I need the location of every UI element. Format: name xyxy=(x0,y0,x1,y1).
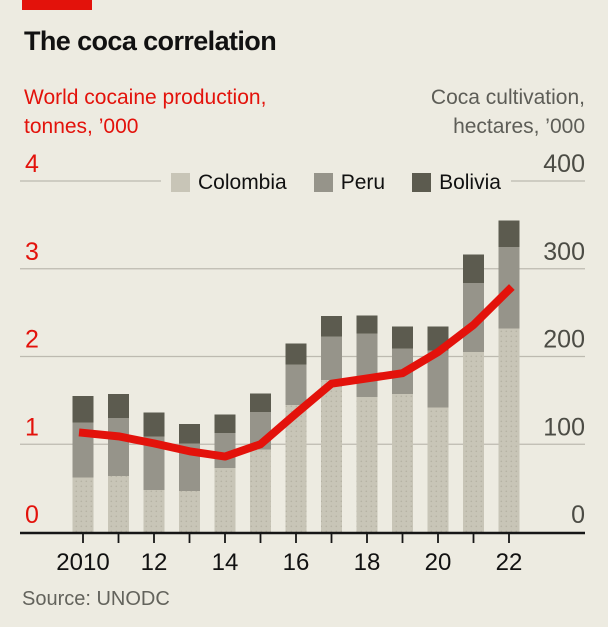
bar-segment-bolivia-2013 xyxy=(179,424,200,444)
left-axis-title-line2: tonnes, ’000 xyxy=(24,115,139,138)
x-label-16: 16 xyxy=(283,549,310,576)
right-axis-value-100: 100 xyxy=(543,413,585,441)
right-axis-value-400: 400 xyxy=(543,150,585,178)
bar-segment-colombia-2022 xyxy=(498,328,520,532)
bar-segment-peru-2020 xyxy=(427,350,449,408)
bar-segment-colombia-2019 xyxy=(392,394,413,532)
legend-label-peru: Peru xyxy=(340,170,386,194)
bar-segment-bolivia-2017 xyxy=(321,316,342,337)
source-note: Source: UNODC xyxy=(22,588,170,610)
legend-label-colombia: Colombia xyxy=(198,170,287,194)
left-axis-title-line1: World cocaine production, xyxy=(24,86,267,109)
legend-item-peru: Peru xyxy=(313,170,386,195)
bar-segment-bolivia-2014 xyxy=(214,414,236,433)
bar-segment-colombia-2016 xyxy=(285,404,307,532)
bar-segment-peru-2017 xyxy=(321,336,342,381)
x-label-20: 20 xyxy=(425,549,452,576)
bar-segment-bolivia-2011 xyxy=(108,394,129,418)
bar-segment-peru-2011 xyxy=(108,417,129,476)
right-axis-value-300: 300 xyxy=(543,238,585,266)
bar-segment-colombia-2021 xyxy=(463,352,484,532)
page-title: The coca correlation xyxy=(24,26,277,56)
x-label-18: 18 xyxy=(354,549,381,576)
bar-segment-colombia-2012 xyxy=(143,489,165,532)
x-label-14: 14 xyxy=(212,549,239,576)
legend-item-bolivia: Bolivia xyxy=(412,171,501,195)
left-axis-title: World cocaine production, tonnes, ’000 xyxy=(24,83,266,141)
bar-segment-peru-2018 xyxy=(356,333,378,397)
bar-segment-bolivia-2016 xyxy=(285,343,307,365)
bar-segment-colombia-2010 xyxy=(72,477,94,532)
right-axis-title-line1: Coca cultivation, xyxy=(430,86,585,109)
x-label-2010: 2010 xyxy=(56,549,109,576)
bar-segment-peru-2012 xyxy=(143,436,165,490)
colombia-swatch-icon xyxy=(171,173,190,192)
bar-segment-bolivia-2021 xyxy=(463,254,484,283)
bar-segment-colombia-2017 xyxy=(321,380,342,532)
bar-segment-colombia-2020 xyxy=(427,407,449,532)
left-axis-value-4: 4 xyxy=(25,150,39,178)
left-axis-value-0: 0 xyxy=(25,501,39,529)
bar-segment-bolivia-2018 xyxy=(356,315,378,334)
bar-segment-bolivia-2012 xyxy=(143,412,165,437)
bar-segment-peru-2016 xyxy=(285,364,307,405)
legend-label-bolivia: Bolivia xyxy=(439,170,501,194)
right-axis-value-200: 200 xyxy=(543,326,585,354)
legend-item-colombia: Colombia xyxy=(171,171,287,195)
bar-segment-bolivia-2022 xyxy=(498,220,520,247)
bar-segment-bolivia-2019 xyxy=(392,326,413,349)
bolivia-swatch-icon xyxy=(412,173,432,192)
left-axis-value-3: 3 xyxy=(25,238,39,266)
bar-segment-colombia-2015 xyxy=(250,449,271,532)
bar-segment-peru-2021 xyxy=(463,282,484,353)
economist-red-tab xyxy=(22,0,92,10)
cocaine-production-line xyxy=(78,284,515,461)
left-axis-value-2: 2 xyxy=(25,326,39,354)
bar-segment-bolivia-2010 xyxy=(72,395,94,423)
peru-swatch-icon xyxy=(313,173,333,192)
right-axis-value-0: 0 xyxy=(571,501,585,529)
bar-segment-bolivia-2015 xyxy=(250,393,271,412)
x-label-22: 22 xyxy=(496,549,523,576)
right-axis-title: Coca cultivation, hectares, ’000 xyxy=(431,83,585,141)
left-axis-value-1: 1 xyxy=(25,413,39,441)
right-axis-title-line2: hectares, ’000 xyxy=(453,115,585,138)
bar-segment-colombia-2018 xyxy=(356,396,378,532)
x-label-12: 12 xyxy=(141,549,168,576)
bar-segment-colombia-2013 xyxy=(179,490,200,532)
bar-segment-colombia-2014 xyxy=(214,467,236,532)
legend: Colombia Peru Bolivia xyxy=(161,169,511,196)
bar-segment-colombia-2011 xyxy=(108,475,129,532)
